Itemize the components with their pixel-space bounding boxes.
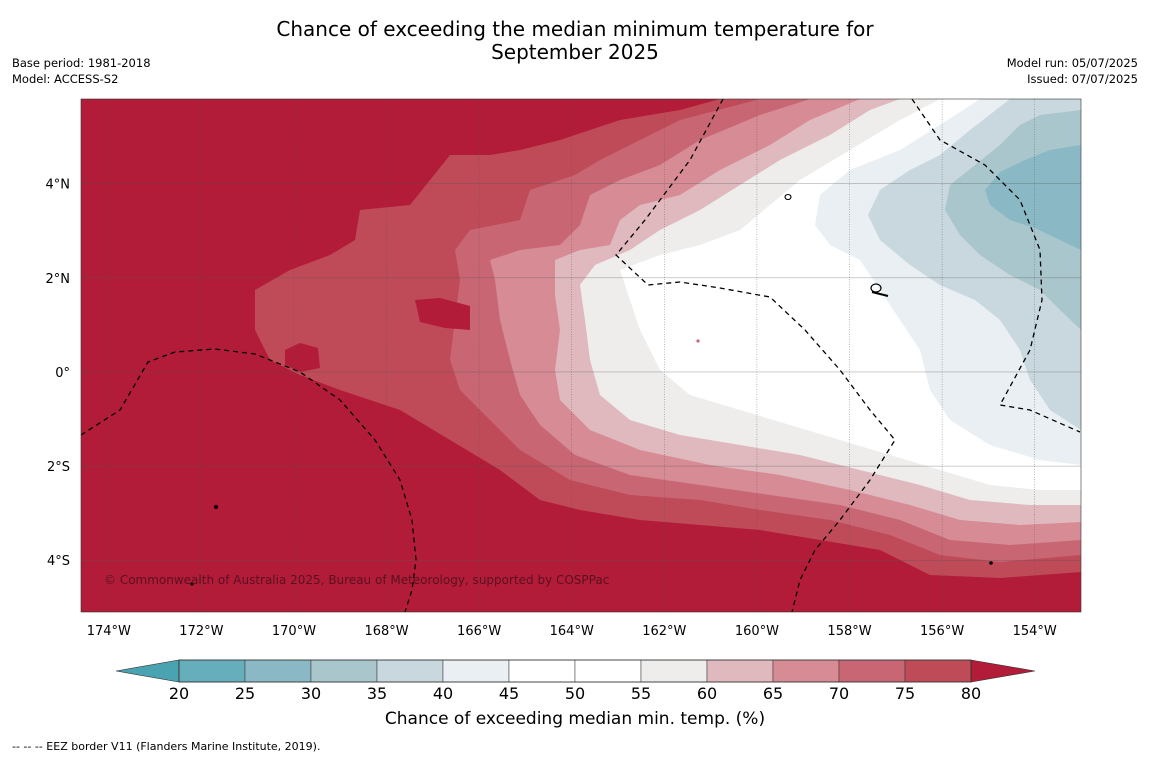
title-line-2: September 2025 bbox=[491, 40, 659, 64]
colorbar-tick-label: 30 bbox=[301, 684, 321, 700]
eez-border-central bbox=[615, 99, 896, 612]
base-period: Base period: 1981-2018 bbox=[12, 56, 151, 70]
lat-tick-label: 2°N bbox=[46, 272, 71, 287]
colorbar-bin bbox=[508, 659, 576, 683]
island bbox=[696, 339, 700, 343]
colorbar-bin bbox=[442, 659, 510, 683]
map-svg: © Commonwealth of Australia 2025, Bureau… bbox=[46, 98, 1082, 700]
colorbar-tick-label: 75 bbox=[895, 684, 915, 700]
map-frame bbox=[80, 98, 1082, 613]
colorbar-tick-label: 80 bbox=[961, 684, 981, 700]
lon-tick-label: 156°W bbox=[920, 624, 964, 639]
colorbar: 20 25 30 35 40 45 50 55 60 65 70 75 80 bbox=[115, 659, 1036, 700]
island bbox=[190, 582, 194, 586]
lon-tick-label: 170°W bbox=[272, 624, 316, 639]
lon-tick-label: 158°W bbox=[827, 624, 871, 639]
island bbox=[214, 505, 218, 509]
colorbar-bin bbox=[904, 659, 972, 683]
colorbar-ticks: 20 25 30 35 40 45 50 55 60 65 70 75 80 bbox=[169, 684, 981, 700]
colorbar-label: Chance of exceeding median min. temp. (%… bbox=[384, 709, 766, 729]
footer-eez-note: -- -- -- EEZ border V11 (Flanders Marine… bbox=[12, 740, 321, 753]
lat-tick-label: 2°S bbox=[47, 460, 70, 475]
meta-right: Model run: 05/07/2025 Issued: 07/07/2025 bbox=[1007, 55, 1138, 87]
colorbar-bin bbox=[310, 659, 378, 683]
colorbar-tick-label: 40 bbox=[433, 684, 453, 700]
grid-lat bbox=[81, 183, 1081, 561]
colorbar-tick-label: 70 bbox=[829, 684, 849, 700]
colorbar-bin bbox=[706, 659, 774, 683]
island bbox=[989, 561, 993, 565]
lon-tick-label: 172°W bbox=[179, 624, 223, 639]
colorbar-bin bbox=[178, 659, 246, 683]
colorbar-tick-label: 35 bbox=[367, 684, 387, 700]
band-25-30 bbox=[985, 145, 1081, 250]
lon-tick-label: 166°W bbox=[457, 624, 501, 639]
lon-tick-labels: 174°W 172°W 170°W 168°W 166°W 164°W 162°W 160°W… bbox=[87, 624, 1057, 639]
band-small-75 bbox=[415, 298, 470, 330]
eez-border-west bbox=[81, 348, 417, 612]
lat-tick-label: 4°S bbox=[47, 554, 70, 569]
colorbar-tick-label: 60 bbox=[697, 684, 717, 700]
lat-tick-label: 0° bbox=[55, 366, 70, 381]
map-area bbox=[81, 99, 1081, 612]
lon-tick-label: 160°W bbox=[735, 624, 779, 639]
model-run-date: Model run: 05/07/2025 bbox=[1006, 56, 1138, 70]
lon-tick-label: 154°W bbox=[1013, 624, 1057, 639]
colorbar-over-arrow bbox=[970, 659, 1036, 683]
grid-lon bbox=[108, 99, 1035, 612]
colorbar-bin bbox=[838, 659, 906, 683]
lon-tick-label: 164°W bbox=[550, 624, 594, 639]
title-line-1: Chance of exceeding the median minimum t… bbox=[276, 17, 874, 41]
lon-tick-label: 174°W bbox=[87, 624, 131, 639]
eez-border-east bbox=[911, 99, 1081, 433]
colorbar-tick-label: 20 bbox=[169, 684, 189, 700]
colorbar-bin bbox=[640, 659, 708, 683]
colorbar-bin bbox=[376, 659, 444, 683]
colorbar-under-arrow bbox=[115, 659, 180, 683]
lat-tick-label: 4°N bbox=[46, 178, 71, 193]
colorbar-bin bbox=[772, 659, 840, 683]
copyright-text: © Commonwealth of Australia 2025, Bureau… bbox=[104, 573, 609, 587]
island bbox=[871, 291, 889, 297]
island bbox=[784, 193, 792, 201]
colorbar-bins bbox=[178, 659, 972, 683]
colorbar-frame bbox=[178, 659, 972, 683]
colorbar-bin bbox=[244, 659, 312, 683]
colorbar-bin bbox=[574, 659, 642, 683]
colorbar-tick-label: 65 bbox=[763, 684, 783, 700]
map-title: Chance of exceeding the median minimum t… bbox=[0, 18, 1150, 64]
colorbar-tick-label: 50 bbox=[565, 684, 585, 700]
lon-tick-label: 168°W bbox=[364, 624, 408, 639]
issued-date: Issued: 07/07/2025 bbox=[1027, 72, 1138, 86]
meta-left: Base period: 1981-2018 Model: ACCESS-S2 bbox=[12, 55, 151, 87]
colorbar-tick-label: 45 bbox=[499, 684, 519, 700]
colorbar-tick-label: 25 bbox=[235, 684, 255, 700]
colorbar-tick-label: 55 bbox=[631, 684, 651, 700]
model-name: Model: ACCESS-S2 bbox=[12, 72, 119, 86]
lon-tick-label: 162°W bbox=[642, 624, 686, 639]
lat-tick-labels: 4°N 2°N 0° 2°S 4°S bbox=[46, 178, 71, 570]
